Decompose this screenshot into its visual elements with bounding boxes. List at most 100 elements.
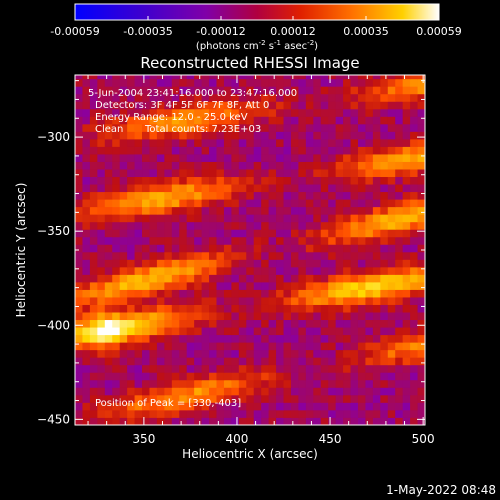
heatmap-cell bbox=[149, 214, 158, 223]
heatmap-cell bbox=[149, 176, 158, 185]
heatmap-cell bbox=[276, 191, 284, 200]
heatmap-cell bbox=[372, 274, 381, 283]
heatmap-cell bbox=[201, 138, 210, 147]
heatmap-cell bbox=[283, 154, 292, 162]
heatmap-cell bbox=[320, 387, 329, 396]
heatmap-cell bbox=[268, 154, 277, 162]
heatmap-cell bbox=[201, 342, 210, 351]
heatmap-cell bbox=[246, 289, 255, 298]
heatmap-cell bbox=[194, 146, 202, 155]
heatmap-cell bbox=[82, 402, 91, 411]
heatmap-cell bbox=[75, 236, 83, 245]
heatmap-cell bbox=[268, 379, 277, 388]
heatmap-cell bbox=[320, 304, 329, 313]
heatmap-cell bbox=[290, 214, 299, 223]
heatmap-cell bbox=[89, 304, 98, 313]
heatmap-cell bbox=[238, 342, 247, 351]
heatmap-cell bbox=[417, 342, 426, 351]
heatmap-cell bbox=[298, 86, 307, 95]
heatmap-cell bbox=[343, 214, 351, 223]
heatmap-cell bbox=[380, 327, 389, 336]
heatmap-cell bbox=[194, 101, 202, 110]
heatmap-cell bbox=[372, 161, 381, 170]
heatmap-cell bbox=[290, 364, 299, 373]
heatmap-cell bbox=[246, 349, 255, 358]
heatmap-cell bbox=[82, 138, 91, 147]
heatmap-cell bbox=[231, 342, 240, 351]
heatmap-cell bbox=[231, 116, 240, 125]
heatmap-cell bbox=[261, 236, 270, 245]
heatmap-cell bbox=[417, 101, 426, 110]
heatmap-cell bbox=[179, 154, 188, 162]
heatmap-cell bbox=[82, 161, 91, 170]
heatmap-cell bbox=[298, 184, 307, 193]
heatmap-cell bbox=[320, 394, 329, 403]
heatmap-cell bbox=[410, 191, 418, 200]
heatmap-cell bbox=[365, 289, 374, 298]
heatmap-cell bbox=[171, 86, 180, 95]
heatmap-cell bbox=[365, 154, 374, 162]
heatmap-cell bbox=[238, 364, 247, 373]
heatmap-cell bbox=[223, 108, 232, 117]
heatmap-cell bbox=[357, 372, 366, 381]
heatmap-cell bbox=[357, 93, 366, 102]
heatmap-cell bbox=[365, 259, 374, 268]
heatmap-cell bbox=[380, 108, 389, 117]
heatmap-cell bbox=[216, 289, 225, 298]
heatmap-cell bbox=[328, 334, 337, 343]
heatmap-cell bbox=[261, 75, 270, 80]
heatmap-cell bbox=[112, 297, 121, 305]
heatmap-cell bbox=[104, 349, 113, 358]
heatmap-cell bbox=[268, 101, 277, 110]
heatmap-cell bbox=[97, 417, 106, 426]
heatmap-cell bbox=[194, 229, 202, 238]
heatmap-cell bbox=[179, 402, 188, 411]
heatmap-cell bbox=[417, 191, 426, 200]
heatmap-cell bbox=[290, 199, 299, 208]
heatmap-cell bbox=[223, 259, 232, 268]
heatmap-cell bbox=[89, 138, 98, 147]
heatmap-cell bbox=[97, 244, 106, 253]
heatmap-cell bbox=[194, 319, 202, 328]
heatmap-cell bbox=[290, 236, 299, 245]
heatmap-cell bbox=[357, 244, 366, 253]
heatmap-cell bbox=[357, 251, 366, 260]
heatmap-cell bbox=[387, 176, 396, 185]
heatmap-cell bbox=[179, 251, 188, 260]
heatmap-cell bbox=[134, 394, 143, 403]
heatmap-cell bbox=[350, 357, 359, 366]
heatmap-cell bbox=[223, 251, 232, 260]
heatmap-cell bbox=[134, 214, 143, 223]
heatmap-cell bbox=[328, 191, 337, 200]
heatmap-cell bbox=[119, 123, 128, 132]
heatmap-cell bbox=[335, 274, 344, 283]
heatmap-cell bbox=[328, 184, 337, 193]
heatmap-cell bbox=[298, 221, 307, 230]
footer-date: 1-May-2022 08:48 bbox=[386, 483, 496, 497]
heatmap-cell bbox=[142, 342, 150, 351]
heatmap-cell bbox=[246, 304, 255, 313]
heatmap-cell bbox=[201, 146, 210, 155]
heatmap-cell bbox=[380, 199, 389, 208]
heatmap-cell bbox=[238, 281, 247, 290]
heatmap-cell bbox=[134, 108, 143, 117]
heatmap-cell bbox=[387, 78, 396, 87]
heatmap-cell bbox=[380, 372, 389, 381]
heatmap-cell bbox=[372, 327, 381, 336]
heatmap-cell bbox=[298, 93, 307, 102]
heatmap-cell bbox=[417, 123, 426, 132]
heatmap-cell bbox=[127, 184, 135, 193]
heatmap-cell bbox=[268, 146, 277, 155]
heatmap-cell bbox=[380, 312, 389, 321]
heatmap-cell bbox=[290, 191, 299, 200]
heatmap-cell bbox=[365, 101, 374, 110]
heatmap-cell bbox=[171, 266, 180, 275]
heatmap-cell bbox=[335, 266, 344, 275]
heatmap-cell bbox=[194, 244, 202, 253]
heatmap-cell bbox=[253, 93, 262, 102]
heatmap-cell bbox=[112, 78, 121, 87]
heatmap-cell bbox=[387, 409, 396, 418]
heatmap-cell bbox=[82, 349, 91, 358]
heatmap-cell bbox=[104, 379, 113, 388]
heatmap-cell bbox=[209, 146, 217, 155]
